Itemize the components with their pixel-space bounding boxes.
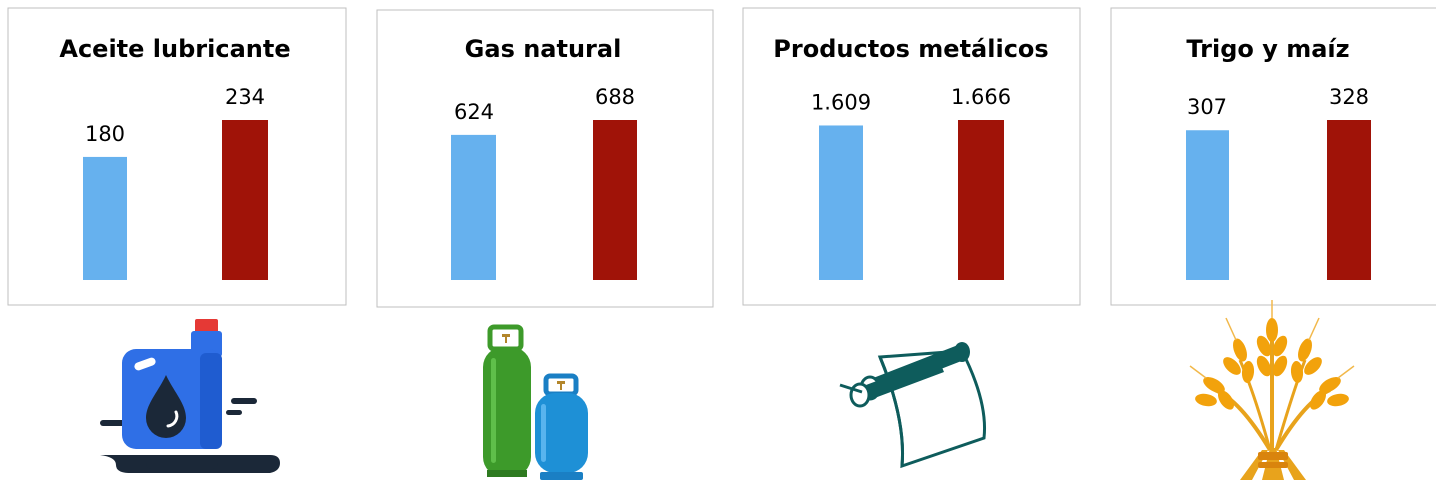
data-label-1a: 180: [85, 122, 125, 146]
chart-panel-3: Productos metálicos 1.609 1.666: [742, 7, 1081, 306]
gas-cylinders-icon: [483, 324, 588, 480]
chart-title-3: Productos metálicos: [773, 35, 1048, 63]
bar-3a: [819, 125, 863, 281]
chart-title-2: Gas natural: [465, 35, 622, 63]
metal-pipes-sheet-icon: [839, 342, 986, 469]
chart-frame-3: [742, 7, 1081, 306]
bar-1b: [222, 120, 268, 280]
chart-title-4: Trigo y maíz: [1186, 35, 1349, 63]
bar-2b: [593, 120, 637, 280]
chart-frame-1: [7, 7, 347, 306]
chart-frame-4: [1110, 7, 1436, 306]
data-label-3a: 1.609: [811, 90, 871, 114]
bar-1a: [83, 156, 127, 280]
data-label-3b: 1.666: [951, 85, 1011, 109]
data-label-2b: 688: [595, 85, 635, 109]
bar-2a: [451, 134, 496, 280]
chart-panel-2: Gas natural 624 688: [376, 9, 714, 308]
chart-panel-4: Trigo y maíz 307 328: [1110, 7, 1436, 306]
data-label-1b: 234: [225, 85, 265, 109]
data-label-4b: 328: [1329, 85, 1369, 109]
data-label-2a: 624: [454, 100, 494, 124]
chart-panel-1: Aceite lubricante 180 234: [7, 7, 347, 306]
data-label-4a: 307: [1187, 95, 1227, 119]
bar-4b: [1327, 120, 1371, 280]
bar-3b: [958, 120, 1004, 280]
chart-frame-2: [376, 9, 714, 308]
bar-4a: [1186, 130, 1229, 280]
chart-title-1: Aceite lubricante: [59, 35, 290, 63]
wheat-sheaf-icon: [1189, 300, 1355, 480]
lubricant-oil-can-icon: [100, 319, 280, 473]
